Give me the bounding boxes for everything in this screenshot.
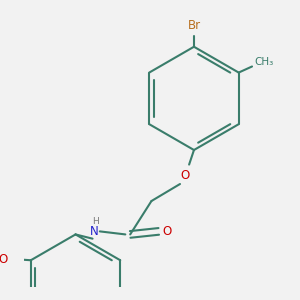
Text: O: O [0, 253, 8, 266]
Text: Br: Br [188, 19, 200, 32]
Text: CH₃: CH₃ [255, 57, 274, 67]
Text: O: O [162, 225, 171, 238]
Text: O: O [180, 169, 190, 182]
Text: H: H [92, 217, 99, 226]
Text: N: N [89, 225, 98, 238]
